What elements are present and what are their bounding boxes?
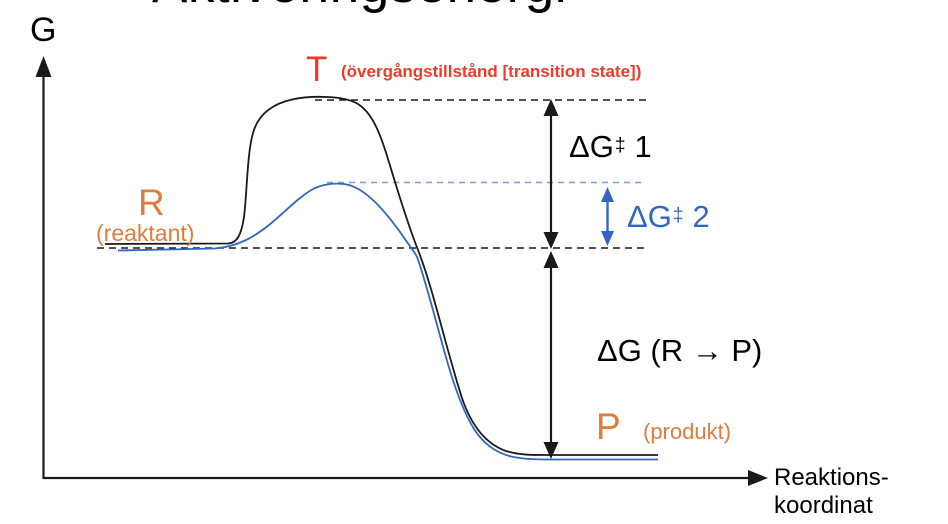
dg1-arrow xyxy=(543,99,559,249)
dg1-base: ΔG xyxy=(569,129,614,164)
x-axis-label-line2: koordinat xyxy=(774,492,873,519)
dg-rp-arrowhead-down-icon xyxy=(543,442,559,459)
transition-state-note: (övergångstillstånd [transition state]) xyxy=(341,62,642,81)
x-axis-label: Reaktions- koordinat xyxy=(774,464,889,520)
dg-rp-label: ΔG (R → P) xyxy=(597,333,763,368)
transition-state-symbol: T xyxy=(306,50,328,89)
reactant-note: (reaktant) xyxy=(96,220,195,246)
product-note: (produkt) xyxy=(643,419,732,444)
dg2-arrowhead-up-icon xyxy=(601,187,614,202)
dg1-label: ΔG‡ 1 xyxy=(569,129,652,164)
dg2-double-dagger: ‡ xyxy=(672,204,684,226)
dg-rp-arrowhead-up-icon xyxy=(543,251,559,268)
x-axis xyxy=(42,470,768,486)
dg1-arrowhead-up-icon xyxy=(543,99,559,116)
dg2-base: ΔG xyxy=(627,199,672,234)
y-axis-arrowhead-icon xyxy=(35,56,52,77)
reactant-symbol: R xyxy=(138,182,165,223)
dg2-label: ΔG‡ 2 xyxy=(627,199,710,234)
slide-title: Aktiveringsenergi xyxy=(152,0,567,14)
catalyzed-energy-curve xyxy=(117,182,658,461)
product-symbol: P xyxy=(596,406,621,447)
x-axis-label-line1: Reaktions- xyxy=(774,464,889,491)
dg2-arrowhead-down-icon xyxy=(601,231,614,246)
dg2-number: 2 xyxy=(692,199,710,234)
uncatalyzed-energy-curve xyxy=(104,95,658,456)
dg1-number: 1 xyxy=(634,129,652,164)
dg-rp-arrow xyxy=(543,251,559,459)
y-axis xyxy=(35,56,52,478)
dg1-arrowhead-down-icon xyxy=(543,232,559,249)
y-axis-label: G xyxy=(30,11,57,49)
dg1-double-dagger: ‡ xyxy=(614,134,626,156)
dg2-arrow xyxy=(601,187,614,246)
x-axis-arrowhead-icon xyxy=(748,470,768,486)
